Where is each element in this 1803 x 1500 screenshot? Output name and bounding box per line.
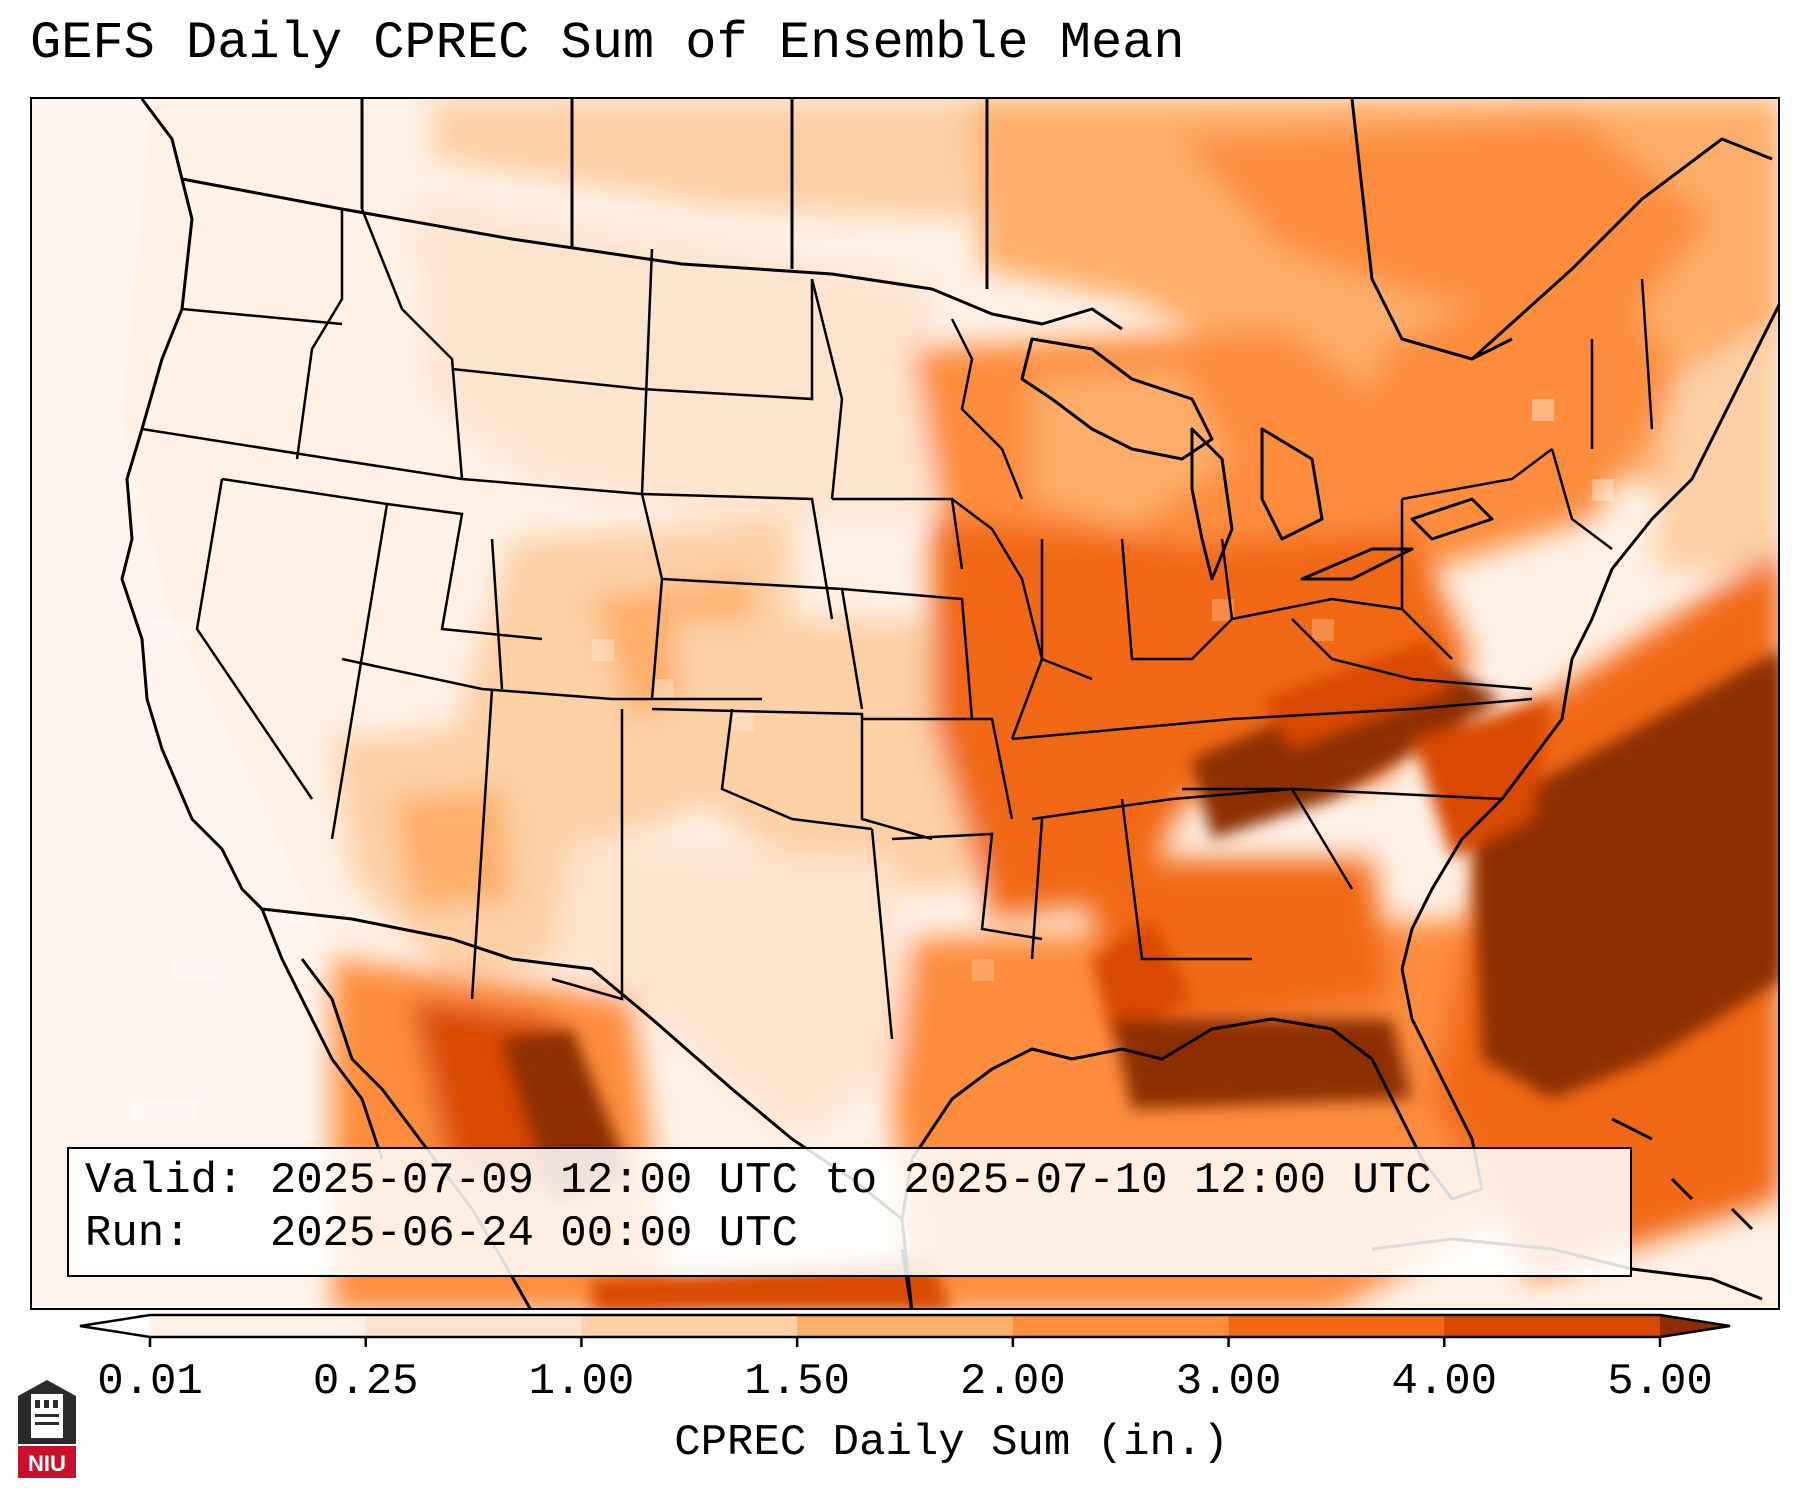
ny-north (1401, 448, 1553, 501)
us-west-coast (120, 99, 264, 911)
tx-la (870, 828, 894, 1040)
canada-border (181, 177, 933, 291)
lake-michigan (1190, 427, 1234, 581)
colorbar-tick-label: 1.00 (528, 1357, 635, 1407)
oh-pa (1220, 538, 1403, 621)
tn-south (1031, 787, 1503, 821)
or-ca-border (141, 427, 463, 481)
nv-border (195, 478, 314, 800)
lake-huron (1260, 427, 1324, 541)
colorbar (79, 1313, 1731, 1347)
lake-superior (1020, 337, 1214, 461)
northeast-coast (1570, 303, 1778, 660)
id-mt-border (360, 208, 464, 480)
valid-run-info-box: Valid: 2025-07-09 12:00 UTC to 2025-07-1… (67, 1147, 1632, 1277)
valid-label: Valid: (85, 1156, 244, 1206)
colorbar-segment (150, 1315, 367, 1337)
al-ga-fl (1120, 798, 1252, 961)
pacific-field (32, 99, 412, 1308)
nm-tx (551, 709, 624, 1001)
grid-cell-texture (132, 399, 1614, 1121)
colorbar-segment (1012, 1315, 1230, 1337)
mn-west (810, 278, 844, 500)
colorbar-tick-label: 0.01 (97, 1357, 203, 1407)
ar-border (862, 717, 1014, 820)
co-ut (490, 538, 504, 690)
niu-logo: NIU (18, 1380, 76, 1478)
colorbar-segment (797, 1315, 1014, 1337)
logo-text: NIU (28, 1451, 66, 1476)
ms-al (1030, 818, 1044, 960)
colorbar-tick-label: 0.25 (312, 1357, 419, 1407)
colorbar-segment (581, 1315, 798, 1337)
mo-north (841, 587, 974, 720)
canada-border-lakes (931, 287, 1123, 331)
az-nm (470, 688, 494, 1000)
lake-erie (1300, 547, 1414, 581)
map-canvas (32, 99, 1778, 1308)
bahamas (1611, 1117, 1754, 1231)
colorbar-segment (1228, 1315, 1445, 1337)
precipitation-map (30, 97, 1780, 1310)
me-nh (1640, 278, 1654, 430)
east-coast (1400, 658, 1574, 970)
pa-ny (1400, 499, 1453, 660)
baja-coast (260, 908, 384, 1160)
wi-mn (950, 318, 1024, 500)
valid-time-range: 2025-07-09 12:00 UTC to 2025-07-10 12:00… (269, 1156, 1432, 1206)
wa-or-border (181, 307, 343, 326)
colorbar-tick-label: 5.00 (1607, 1357, 1713, 1407)
colorbar-segments (80, 1315, 1730, 1337)
new-england (1550, 448, 1613, 550)
logo-banner (18, 1446, 76, 1478)
colorbar-tick-label: 4.00 (1391, 1357, 1498, 1407)
colorbar-extend-high (1660, 1315, 1730, 1337)
tx-ok-red-river (720, 708, 873, 831)
colorbar-tick-label: 3.00 (1175, 1357, 1282, 1407)
in-oh (1120, 538, 1233, 661)
wv-va (1291, 618, 1533, 691)
st-lawrence (1470, 137, 1773, 361)
colorbar-extend-low (80, 1315, 150, 1337)
colorbar-label: CPREC Daily Sum (in.) (674, 1418, 1229, 1468)
colorbar-segment (1444, 1315, 1661, 1337)
colorbar-segment (365, 1315, 582, 1337)
state-borders (141, 208, 1654, 1040)
plot-title: GEFS Daily CPREC Sum of Ensemble Mean (30, 14, 1185, 73)
colorbar-outline (79, 1313, 1731, 1339)
ok-border (651, 707, 933, 841)
id-west-border (295, 209, 344, 460)
la-ms (891, 832, 1043, 941)
il-west (951, 498, 1044, 740)
colorbar-tick-label: 1.50 (744, 1357, 850, 1407)
run-time: 2025-06-24 00:00 UTC (269, 1209, 798, 1259)
ut-border (386, 502, 543, 641)
lake-ontario (1410, 497, 1494, 541)
colorbar-ticks (148, 1337, 1662, 1347)
tn-ky-nc (1011, 697, 1533, 741)
mt-nd-sd (451, 279, 814, 401)
sd-ne (641, 492, 834, 620)
az-ut-co-line (341, 657, 762, 701)
run-label: Run: (85, 1209, 191, 1259)
il-in (1040, 539, 1093, 681)
colorbar-tick-label: 2.00 (960, 1357, 1066, 1407)
